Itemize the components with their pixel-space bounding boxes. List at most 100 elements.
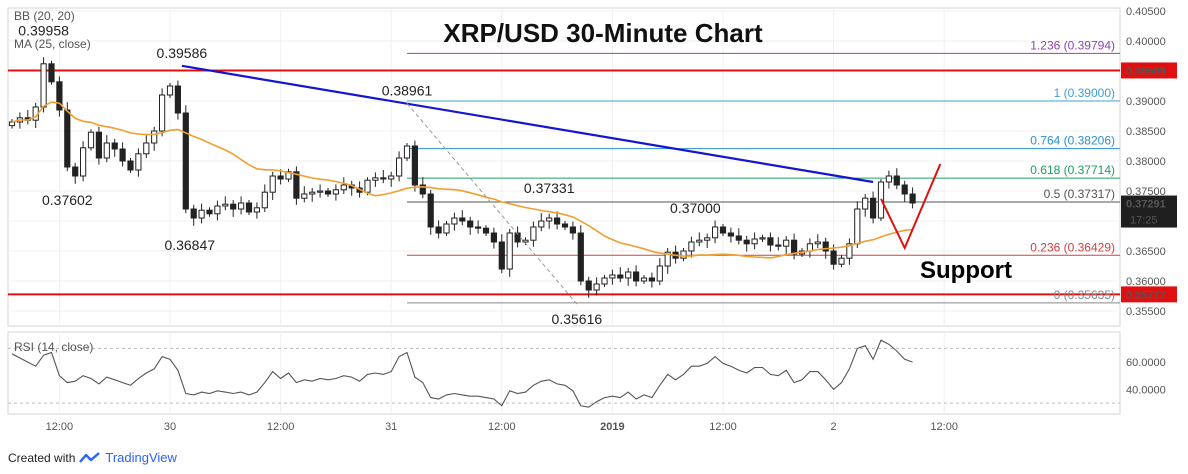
candle-body xyxy=(490,232,497,243)
time-axis: 12:00 30 12:00 31 12:00 2019 12:00 2 12:00 xyxy=(46,421,958,433)
fib-level-label: 0.764 (0.38206) xyxy=(1030,134,1115,148)
price-point-labels: 0.39586 0.38961 0.37331 0.37000 0.37602 0.368… xyxy=(18,23,721,328)
price-point-label: 0.37000 xyxy=(670,200,721,216)
tradingview-logo-icon xyxy=(79,451,101,463)
fib-level-label: 0 (0.35635) xyxy=(1054,288,1115,302)
candle-body xyxy=(245,202,253,213)
candle-body xyxy=(664,251,671,267)
price-point-label: 0.36847 xyxy=(164,237,215,253)
fibonacci-levels: 1.236 (0.39794) 1 (0.39000) 0.764 (0.38206… xyxy=(407,38,1120,304)
candle-body xyxy=(56,81,63,111)
rsi-indicator: 60.0000 40.0000 xyxy=(8,339,1166,408)
candle-body xyxy=(64,109,71,168)
fib-level-label: 0.618 (0.37714) xyxy=(1030,163,1115,177)
time-tick-label: 12:00 xyxy=(46,421,74,433)
price-point-label: 0.38961 xyxy=(382,82,433,98)
price-tick-label: 0.36000 xyxy=(1126,276,1166,288)
candle-body xyxy=(885,175,892,183)
candle-body xyxy=(72,166,79,177)
candle-body xyxy=(301,193,308,199)
time-tick-label: 31 xyxy=(385,421,397,433)
candle-body xyxy=(475,226,482,229)
candle-body xyxy=(838,257,845,265)
candle-body xyxy=(159,94,166,132)
candle-body xyxy=(854,208,861,245)
price-level-tag-text: 0.39509 xyxy=(1126,65,1166,77)
candle-body xyxy=(680,250,687,259)
support-annotation: Support xyxy=(920,257,1012,284)
candle-body xyxy=(435,226,442,234)
candle-body xyxy=(569,226,576,234)
time-tick-label: 2 xyxy=(831,421,837,433)
price-tick-label: 0.40500 xyxy=(1126,6,1166,18)
price-level-tag-text: 0.35777 xyxy=(1126,289,1166,301)
candle-body xyxy=(585,280,592,291)
candle-body xyxy=(293,171,300,199)
candle-countdown-text: 17:25 xyxy=(1130,215,1158,227)
candle-body xyxy=(190,208,197,219)
price-point-label: 0.39958 xyxy=(18,23,69,39)
candle-body xyxy=(593,283,600,291)
candle-body xyxy=(261,191,268,209)
candle-body xyxy=(696,239,703,243)
candle-body xyxy=(135,153,142,171)
candle-body xyxy=(633,271,640,282)
candle-body xyxy=(601,277,608,285)
candle-body xyxy=(419,184,426,195)
fib-level-label: 1 (0.39000) xyxy=(1054,86,1115,100)
candle-body xyxy=(459,217,466,222)
candle-body xyxy=(174,85,182,114)
rsi-tick-label: 60.0000 xyxy=(1126,357,1166,369)
candle-body xyxy=(119,148,126,162)
bollinger-legend: BB (20, 20) xyxy=(14,9,75,23)
fib-level-label: 0.236 (0.36429) xyxy=(1030,240,1115,254)
price-tick-label: 0.37500 xyxy=(1126,186,1166,198)
price-pane[interactable] xyxy=(7,7,1121,327)
candle-body xyxy=(238,202,245,210)
price-axis: 0.405000.400000.395000.390000.385000.380… xyxy=(1121,6,1177,318)
candle-body xyxy=(182,112,189,210)
candle-body xyxy=(640,277,648,282)
candle-body xyxy=(538,220,545,228)
candle-body xyxy=(127,160,134,171)
candle-body xyxy=(783,239,790,247)
candle-body xyxy=(317,190,324,193)
candle-body xyxy=(530,226,537,241)
fib-diagonal-line xyxy=(406,103,578,305)
candle-body xyxy=(48,63,55,83)
price-point-label: 0.37602 xyxy=(42,192,93,208)
candle-body xyxy=(688,241,695,252)
candle-body xyxy=(151,130,158,144)
candle-body xyxy=(230,203,237,210)
candle-body xyxy=(704,237,711,241)
candle-body xyxy=(198,209,205,219)
rsi-tick-label: 40.0000 xyxy=(1126,384,1166,396)
candle-body xyxy=(443,223,450,234)
footer: Created with TradingView xyxy=(8,450,177,465)
candle-body xyxy=(767,237,774,246)
candle-body xyxy=(324,190,332,195)
candle-body xyxy=(451,217,458,225)
candle-body xyxy=(727,232,734,237)
candle-body xyxy=(577,232,584,282)
candle-body xyxy=(648,277,655,282)
candle-body xyxy=(214,205,221,215)
candle-body xyxy=(498,241,505,270)
chart-title: XRP/USD 30-Minute Chart xyxy=(443,18,763,48)
rsi-pane[interactable] xyxy=(7,331,1121,415)
candle-body xyxy=(467,220,474,228)
current-price-tag xyxy=(1121,195,1177,228)
candle-body xyxy=(822,241,829,252)
candle-body xyxy=(166,85,174,96)
candle-body xyxy=(846,243,853,259)
price-level-tag xyxy=(1121,62,1177,79)
candle-body xyxy=(561,223,569,228)
candle-body xyxy=(388,175,395,180)
candle-body xyxy=(309,191,316,195)
fib-level-label: 0.5 (0.37317) xyxy=(1044,187,1115,201)
candle-body xyxy=(554,217,561,225)
time-tick-label: 12:00 xyxy=(267,421,295,433)
candle-body xyxy=(340,184,347,191)
